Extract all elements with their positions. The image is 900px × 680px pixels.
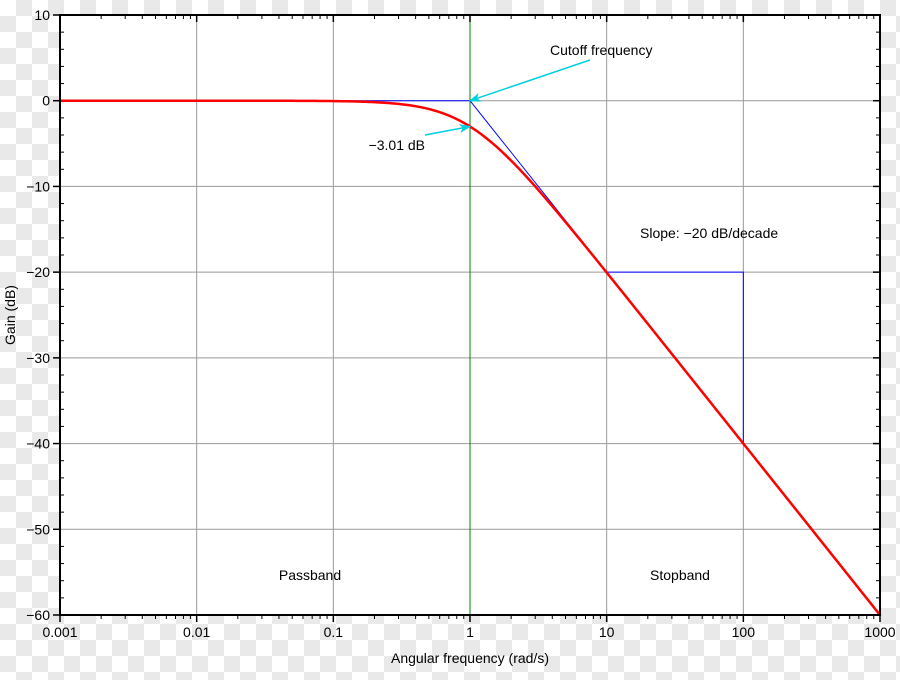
y-tick-label: −60 — [26, 607, 50, 623]
annotation-stopband: Stopband — [650, 567, 710, 583]
y-tick-label: −20 — [26, 264, 50, 280]
annotation-minus3db: −3.01 dB — [369, 137, 425, 153]
x-tick-label: 0.001 — [42, 624, 77, 640]
x-tick-label: 1000 — [864, 624, 895, 640]
y-tick-label: −10 — [26, 178, 50, 194]
annotation-slope: Slope: −20 dB/decade — [640, 225, 778, 241]
y-axis-label: Gain (dB) — [2, 285, 18, 345]
y-tick-label: 10 — [34, 7, 50, 23]
y-tick-label: 0 — [42, 93, 50, 109]
y-tick-label: −50 — [26, 521, 50, 537]
annotation-cutoff: Cutoff frequency — [550, 42, 652, 58]
y-tick-label: −40 — [26, 436, 50, 452]
x-tick-label: 0.1 — [324, 624, 344, 640]
y-tick-label: −30 — [26, 350, 50, 366]
x-tick-label: 0.01 — [183, 624, 210, 640]
x-tick-label: 1 — [466, 624, 474, 640]
x-tick-label: 100 — [732, 624, 756, 640]
x-tick-label: 10 — [599, 624, 615, 640]
x-axis-label: Angular frequency (rad/s) — [391, 650, 549, 666]
bode-plot: 0.0010.010.11101001000 100−10−20−30−40−5… — [0, 0, 900, 680]
annotation-passband: Passband — [279, 567, 341, 583]
